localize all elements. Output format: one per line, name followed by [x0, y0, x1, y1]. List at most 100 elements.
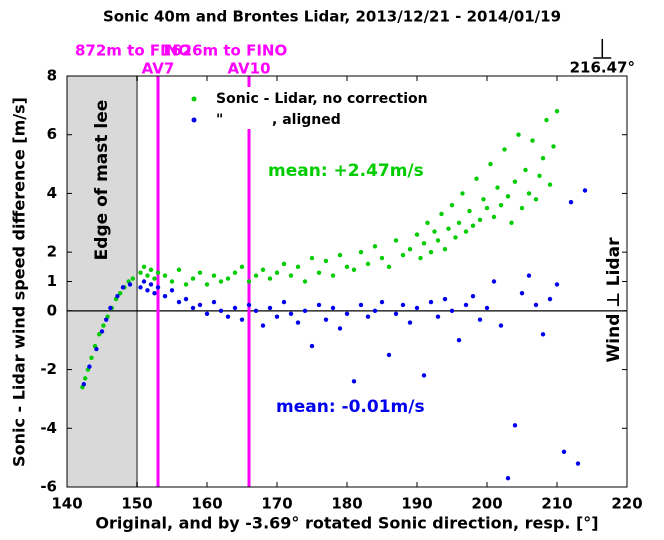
legend-label: " , aligned [216, 112, 341, 128]
point [197, 270, 203, 275]
point [407, 247, 413, 252]
point [372, 244, 378, 249]
point [358, 302, 364, 308]
point [498, 323, 504, 328]
point [190, 276, 196, 281]
point [495, 185, 500, 190]
point [211, 273, 217, 278]
point [183, 296, 189, 302]
legend-marker [191, 117, 197, 123]
point [120, 285, 126, 290]
point [101, 323, 106, 328]
point [218, 279, 224, 284]
point [519, 291, 525, 296]
point [393, 311, 399, 316]
x-tick-label: 170 [261, 495, 292, 513]
point [337, 252, 343, 258]
point [89, 355, 94, 361]
point [330, 273, 336, 278]
point [225, 276, 231, 281]
point [148, 267, 154, 272]
point [145, 288, 150, 293]
point [225, 314, 231, 319]
point [232, 305, 238, 311]
point [288, 273, 294, 278]
point [526, 191, 532, 196]
point [246, 279, 252, 284]
point [505, 475, 511, 481]
point [309, 343, 315, 349]
point [302, 279, 308, 284]
point [239, 264, 245, 270]
point [463, 302, 469, 308]
legend-box [183, 87, 493, 129]
y-tick-label: -6 [40, 478, 57, 496]
point [81, 382, 87, 387]
x-tick-label: 190 [401, 495, 432, 513]
point [379, 255, 385, 261]
point [519, 205, 525, 211]
point [152, 276, 157, 281]
point [218, 308, 224, 314]
point [453, 235, 458, 240]
annotation: mean: -0.01m/s [276, 397, 425, 417]
point [400, 302, 406, 308]
point [533, 197, 539, 202]
point [488, 161, 493, 167]
point [190, 305, 196, 311]
point [267, 305, 273, 311]
point [540, 332, 546, 337]
x-tick-label: 160 [191, 495, 222, 513]
point [274, 314, 280, 319]
y-tick-label: 4 [47, 184, 57, 202]
point [155, 285, 161, 290]
point [530, 138, 535, 143]
point [118, 291, 123, 296]
point [288, 311, 294, 316]
point [491, 214, 497, 220]
point [456, 220, 462, 225]
x-axis-label: Original, and by -3.69° rotated Sonic di… [95, 514, 598, 533]
point [477, 317, 483, 322]
point [316, 302, 322, 308]
y-tick-label: -4 [40, 419, 57, 437]
point [94, 346, 99, 352]
point [155, 270, 161, 275]
point [509, 220, 514, 225]
point [148, 282, 154, 287]
vline-label: 1626m to FINO [161, 42, 287, 60]
point [337, 326, 343, 331]
point [145, 273, 150, 278]
point [442, 247, 448, 252]
point [512, 423, 518, 428]
point [281, 261, 287, 267]
point [204, 282, 210, 287]
point [239, 317, 245, 322]
shaded-span-label: Edge of mast lee [92, 100, 112, 261]
shaded-span [67, 76, 137, 487]
point [197, 302, 203, 308]
x-tick-label: 220 [611, 495, 642, 513]
point [470, 293, 476, 299]
point [87, 364, 92, 369]
point [533, 302, 539, 308]
point [295, 320, 301, 325]
side-label: Wind ⊥ Lidar [604, 237, 624, 363]
point [544, 117, 549, 123]
point [554, 109, 560, 114]
point [169, 279, 175, 284]
point [152, 291, 157, 296]
point [141, 264, 147, 270]
point [561, 449, 567, 454]
point [547, 296, 553, 302]
annotation: mean: +2.47m/s [268, 161, 424, 181]
point [169, 288, 175, 293]
point [449, 202, 455, 208]
y-axis-label: Sonic - Lidar wind speed difference [m/s… [10, 97, 29, 467]
point [183, 282, 189, 287]
point [425, 220, 430, 225]
chart-title: Sonic 40m and Brontes Lidar, 2013/12/21 … [103, 8, 561, 26]
point [253, 308, 259, 314]
vline-label: AV10 [227, 60, 270, 78]
point [253, 273, 259, 278]
